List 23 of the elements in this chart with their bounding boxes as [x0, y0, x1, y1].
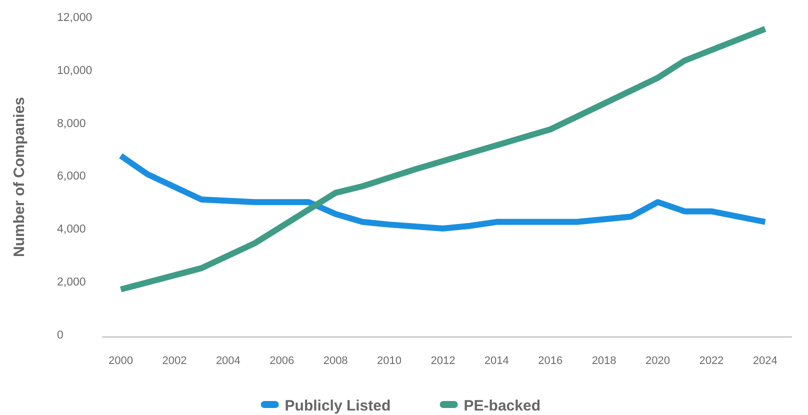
x-tick-label: 2020	[646, 355, 670, 367]
x-tick-label: 2012	[430, 355, 456, 367]
x-tick-label: 2006	[270, 355, 294, 367]
x-tick-label: 2016	[538, 355, 563, 367]
x-tick-label: 2002	[162, 355, 187, 367]
x-tick-label: 2004	[216, 355, 240, 367]
y-tick-label: 2,000	[57, 276, 86, 288]
x-tick-label: 2000	[108, 355, 134, 367]
y-tick-label: 12,000	[57, 12, 92, 24]
x-tick-label: 2024	[752, 355, 778, 367]
y-tick-label: 0	[57, 329, 64, 342]
x-tick-label: 2010	[377, 355, 402, 367]
y-tick-label: 6,000	[57, 170, 86, 183]
y-tick-label: 10,000	[57, 64, 92, 77]
legend-label: Publicly Listed	[284, 397, 391, 414]
x-tick-label: 2018	[592, 355, 616, 367]
x-tick-label: 2014	[484, 355, 509, 367]
y-tick-label: 8,000	[57, 118, 86, 130]
x-tick-label: 2022	[699, 355, 724, 367]
legend-label: PE-backed	[464, 397, 541, 414]
x-tick-label: 2008	[323, 355, 348, 367]
y-tick-label: 4,000	[57, 224, 86, 236]
y-axis-title: Number of Companies	[11, 96, 28, 258]
